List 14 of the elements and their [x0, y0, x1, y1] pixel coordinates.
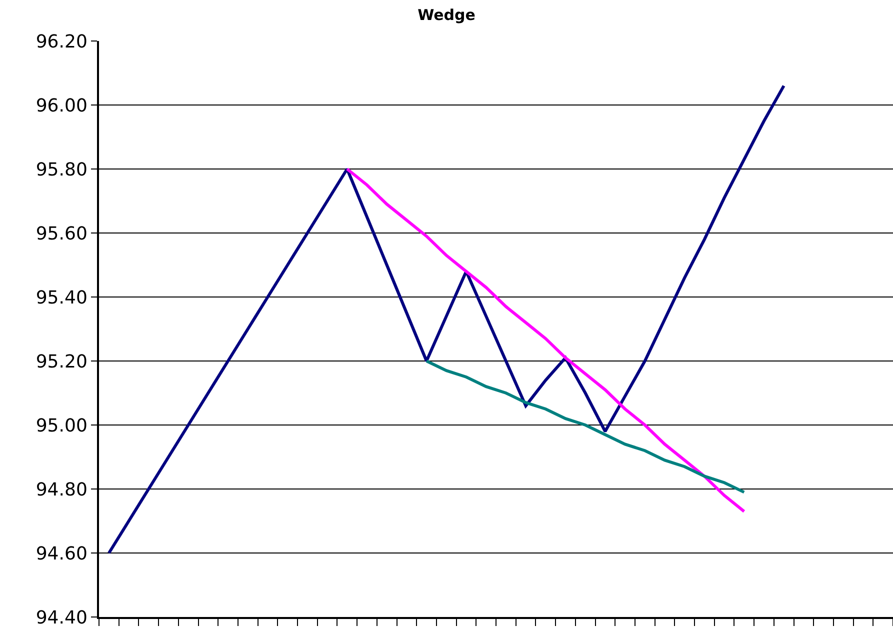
- y-tick-label: 94.40: [36, 607, 88, 628]
- y-tick-label: 94.80: [36, 479, 88, 500]
- line-series: [425, 360, 746, 494]
- y-tick-label: 95.20: [36, 351, 88, 372]
- y-tick-label: 95.40: [36, 287, 88, 308]
- y-tick-label: 94.60: [36, 543, 88, 564]
- y-tick-label: 95.00: [36, 415, 88, 436]
- y-tick-label: 96.20: [36, 31, 88, 52]
- chart-title: Wedge: [418, 6, 476, 24]
- line-series: [107, 84, 786, 554]
- y-tick-label: 95.80: [36, 159, 88, 180]
- line-series: [346, 168, 746, 513]
- y-tick-label: 95.60: [36, 223, 88, 244]
- y-tick-label: 96.00: [36, 95, 88, 116]
